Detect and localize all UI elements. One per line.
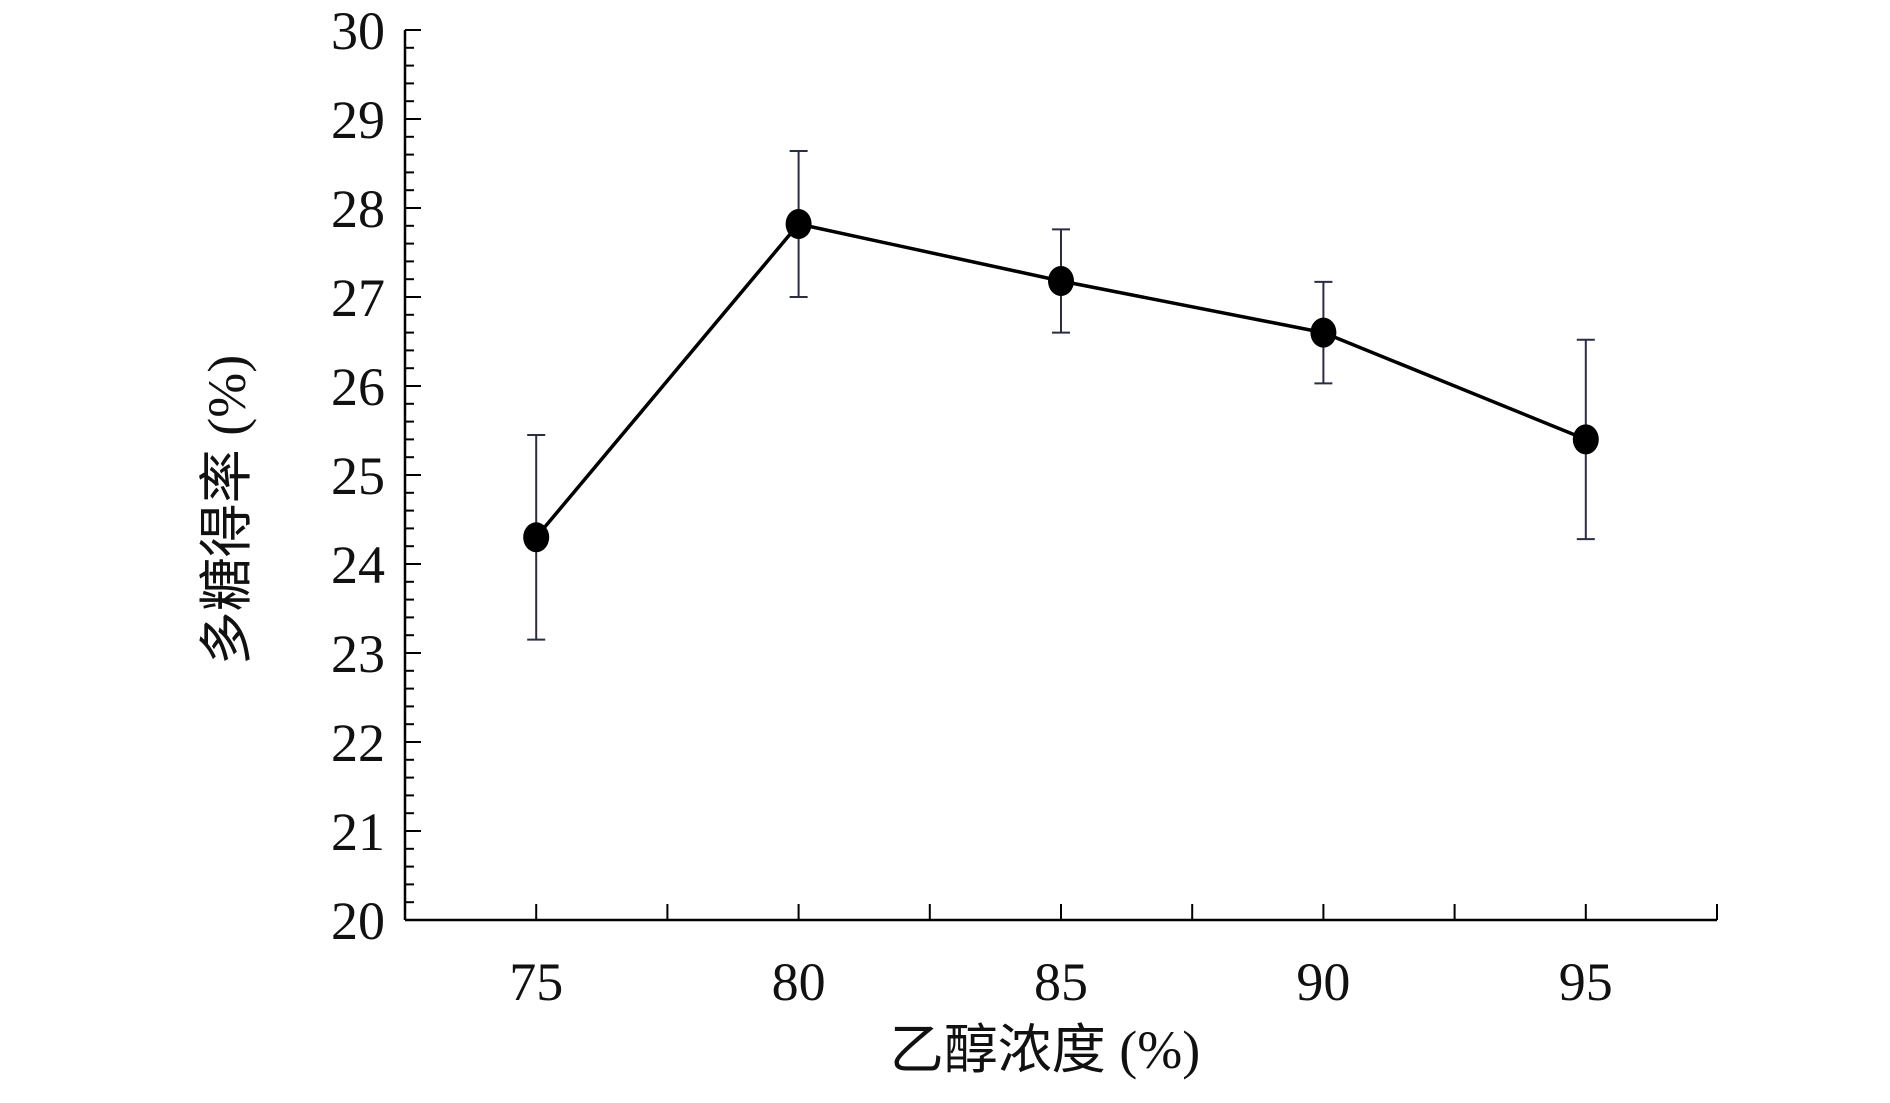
y-tick-label: 26: [331, 357, 385, 417]
data-point: [523, 522, 550, 553]
ticks: 20 21 22 23 24 25 26 27 28 29 30 75 80 85 90 95: [331, 1, 1718, 1012]
x-tick-label: 90: [1296, 952, 1350, 1012]
y-tick-label: 22: [331, 713, 385, 773]
x-tick-label: 80: [772, 952, 826, 1012]
data-point: [1572, 424, 1599, 455]
y-tick-label: 21: [331, 802, 385, 862]
x-tick-label: 75: [509, 952, 563, 1012]
y-tick-label: 28: [331, 179, 385, 239]
x-axis-title: 乙醇浓度 (%): [890, 1020, 1200, 1080]
data-point: [1048, 265, 1074, 296]
y-tick-label: 30: [331, 1, 385, 61]
y-tick-label: 25: [331, 446, 385, 506]
y-tick-label: 20: [331, 891, 385, 951]
axes: [403, 30, 1717, 922]
data-point: [1310, 317, 1337, 348]
x-tick-label: 95: [1559, 952, 1613, 1012]
y-tick-label: 24: [331, 535, 385, 595]
series: [523, 150, 1599, 641]
y-tick-label: 27: [331, 268, 385, 328]
data-point: [785, 209, 812, 240]
x-tick-label: 85: [1034, 952, 1088, 1012]
y-tick-label: 23: [331, 624, 385, 684]
y-tick-label: 29: [331, 90, 385, 150]
y-axis-title: 多糖得率 (%): [197, 355, 257, 665]
